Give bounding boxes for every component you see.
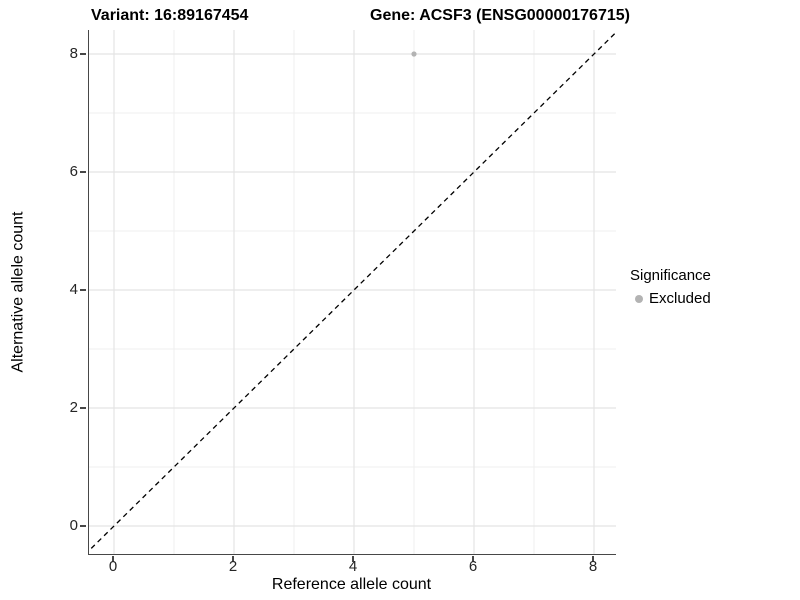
x-tick-label: 6 [468, 558, 478, 575]
y-axis-title-text: Alternative allele count [9, 211, 27, 373]
plot-title-variant: Variant: 16:89167454 [91, 7, 249, 24]
x-tick-mark [112, 556, 114, 562]
x-tick-mark [472, 556, 474, 562]
x-tick-label: 2 [228, 558, 238, 575]
identity-reference-line [89, 31, 616, 552]
legend: Significance Excluded [630, 266, 711, 308]
x-tick-label: 4 [348, 558, 358, 575]
y-tick-mark [80, 525, 86, 527]
y-tick-mark [80, 289, 86, 291]
legend-title: Significance [630, 267, 711, 284]
y-tick-mark [80, 171, 86, 173]
y-tick-label: 4 [69, 281, 78, 298]
y-tick-label: 2 [69, 399, 78, 416]
legend-item-excluded: Excluded [630, 290, 711, 308]
legend-item-label: Excluded [649, 290, 711, 307]
x-tick-mark [352, 556, 354, 562]
x-tick-label: 0 [108, 558, 118, 575]
plot-title-gene: Gene: ACSF3 (ENSG00000176715) [370, 7, 630, 24]
x-axis-title: Reference allele count [271, 576, 432, 593]
plot-panel [88, 30, 616, 555]
data-point [411, 51, 417, 57]
y-tick-mark [80, 407, 86, 409]
y-tick-label: 8 [69, 45, 78, 62]
legend-key-point-icon [635, 295, 643, 303]
y-tick-label: 0 [69, 517, 78, 534]
y-tick-mark [80, 53, 86, 55]
plot-canvas [89, 30, 616, 554]
y-tick-label: 6 [69, 163, 78, 180]
y-axis-title: Alternative allele count [9, 30, 27, 554]
x-tick-mark [592, 556, 594, 562]
x-tick-mark [232, 556, 234, 562]
x-tick-label: 8 [588, 558, 598, 575]
